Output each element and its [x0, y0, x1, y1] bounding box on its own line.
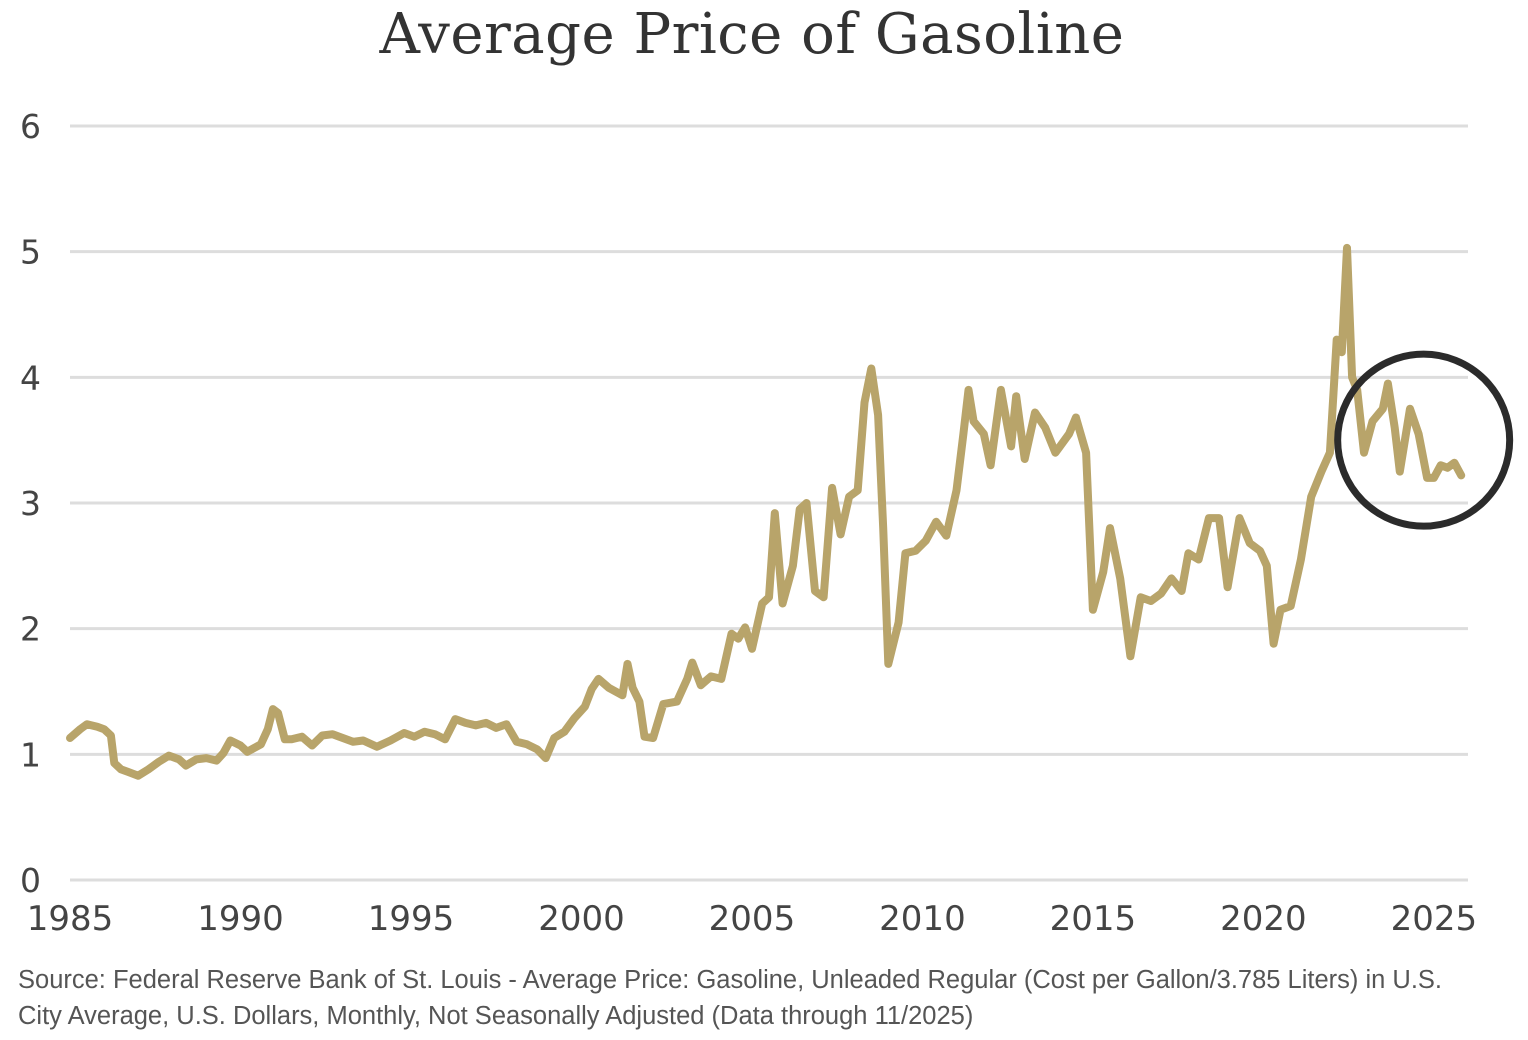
- x-tick-label: 1985: [27, 899, 114, 939]
- x-tick-label: 2015: [1050, 899, 1137, 939]
- x-tick-label: 2010: [879, 899, 966, 939]
- series-line-0: [66, 243, 1466, 780]
- x-tick-label: 1995: [368, 899, 455, 939]
- y-tick-label: 6: [20, 107, 41, 146]
- y-tick-label: 1: [20, 735, 41, 774]
- x-tick-label: 2025: [1391, 899, 1478, 939]
- source-note: Source: Federal Reserve Bank of St. Loui…: [18, 966, 1443, 1030]
- gridlines: [70, 124, 1468, 882]
- y-tick-label: 3: [20, 484, 41, 523]
- x-tick-label: 2000: [538, 899, 625, 939]
- y-tick-label: 2: [20, 610, 41, 649]
- annotation-layer: [1334, 350, 1514, 530]
- x-tick-label: 2020: [1220, 899, 1307, 939]
- series-layer: [66, 243, 1466, 780]
- y-tick-label: 0: [20, 861, 41, 900]
- x-axis-tick-labels: 1985 1990 1995 2000 2005 2010 2015 2020 2025: [27, 899, 1477, 939]
- y-tick-label: 5: [20, 233, 41, 272]
- highlight-circle: [1334, 350, 1514, 530]
- x-tick-label: 1990: [197, 899, 284, 939]
- y-axis-tick-labels: 0 1 2 3 4 5 6: [20, 107, 41, 900]
- x-tick-label: 2005: [709, 899, 796, 939]
- chart-title: Average Price of Gasoline: [379, 2, 1125, 67]
- y-tick-label: 4: [20, 358, 41, 397]
